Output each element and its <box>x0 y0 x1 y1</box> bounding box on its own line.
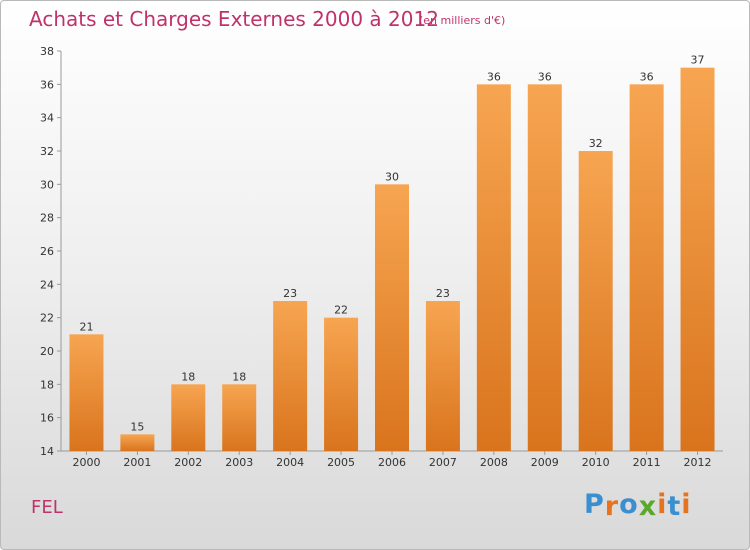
data-label: 21 <box>79 320 93 333</box>
x-tick-label: 2003 <box>225 456 253 469</box>
data-label: 18 <box>232 370 246 383</box>
bar <box>476 84 511 451</box>
x-tick-label: 2002 <box>174 456 202 469</box>
x-tick-label: 2007 <box>429 456 457 469</box>
bar <box>375 184 409 452</box>
y-tick-label: 38 <box>40 45 54 58</box>
data-label: 36 <box>640 70 654 83</box>
data-label: 36 <box>487 70 501 83</box>
logo-letter: i <box>681 489 692 520</box>
chart-title: Achats et Charges Externes 2000 à 2012 <box>29 7 439 31</box>
logo-letter: i <box>657 489 668 520</box>
data-label: 36 <box>538 70 552 83</box>
logo-letter: P <box>584 489 605 520</box>
x-tick-label: 2011 <box>633 456 661 469</box>
x-tick-label: 2001 <box>123 456 151 469</box>
data-label: 23 <box>436 287 450 300</box>
data-label: 32 <box>589 137 603 150</box>
bar <box>69 334 104 451</box>
x-tick-label: 2008 <box>480 456 508 469</box>
y-tick-label: 32 <box>40 145 54 158</box>
data-label: 37 <box>691 54 705 67</box>
y-tick-label: 16 <box>40 412 54 425</box>
bar <box>171 384 206 451</box>
bar <box>425 301 460 451</box>
bar <box>527 84 562 451</box>
data-label: 23 <box>283 287 297 300</box>
bar <box>629 84 664 451</box>
y-tick-label: 36 <box>40 78 54 91</box>
y-tick-label: 14 <box>40 445 54 458</box>
data-label: 18 <box>181 370 195 383</box>
y-tick-label: 26 <box>40 245 54 258</box>
y-tick-label: 28 <box>40 212 54 225</box>
logo-letter: x <box>638 491 658 522</box>
logo-letter: o <box>619 489 639 520</box>
commune-name: FEL <box>31 497 63 518</box>
x-tick-label: 2006 <box>378 456 406 469</box>
bar <box>120 434 155 451</box>
x-tick-label: 2004 <box>276 456 304 469</box>
x-tick-label: 2009 <box>531 456 559 469</box>
y-tick-label: 20 <box>40 345 54 358</box>
bar <box>680 67 715 452</box>
logo-letter: t <box>667 491 682 522</box>
x-tick-label: 2010 <box>582 456 610 469</box>
x-tick-label: 2000 <box>72 456 100 469</box>
bar <box>222 384 257 451</box>
x-tick-label: 2012 <box>684 456 712 469</box>
bar <box>324 317 359 451</box>
data-label: 15 <box>130 420 144 433</box>
y-tick-label: 24 <box>40 278 54 291</box>
y-tick-label: 34 <box>40 112 54 125</box>
x-tick-label: 2005 <box>327 456 355 469</box>
y-tick-label: 18 <box>40 378 54 391</box>
bar <box>273 301 308 451</box>
data-label: 22 <box>334 304 348 317</box>
y-tick-label: 22 <box>40 312 54 325</box>
chart-subtitle: (en milliers d'€) <box>419 14 506 27</box>
bar <box>578 151 613 451</box>
proxiti-logo[interactable]: Proxiti <box>584 489 692 522</box>
logo-letter: r <box>604 491 620 522</box>
y-tick-label: 30 <box>40 178 54 191</box>
data-label: 30 <box>385 170 399 183</box>
